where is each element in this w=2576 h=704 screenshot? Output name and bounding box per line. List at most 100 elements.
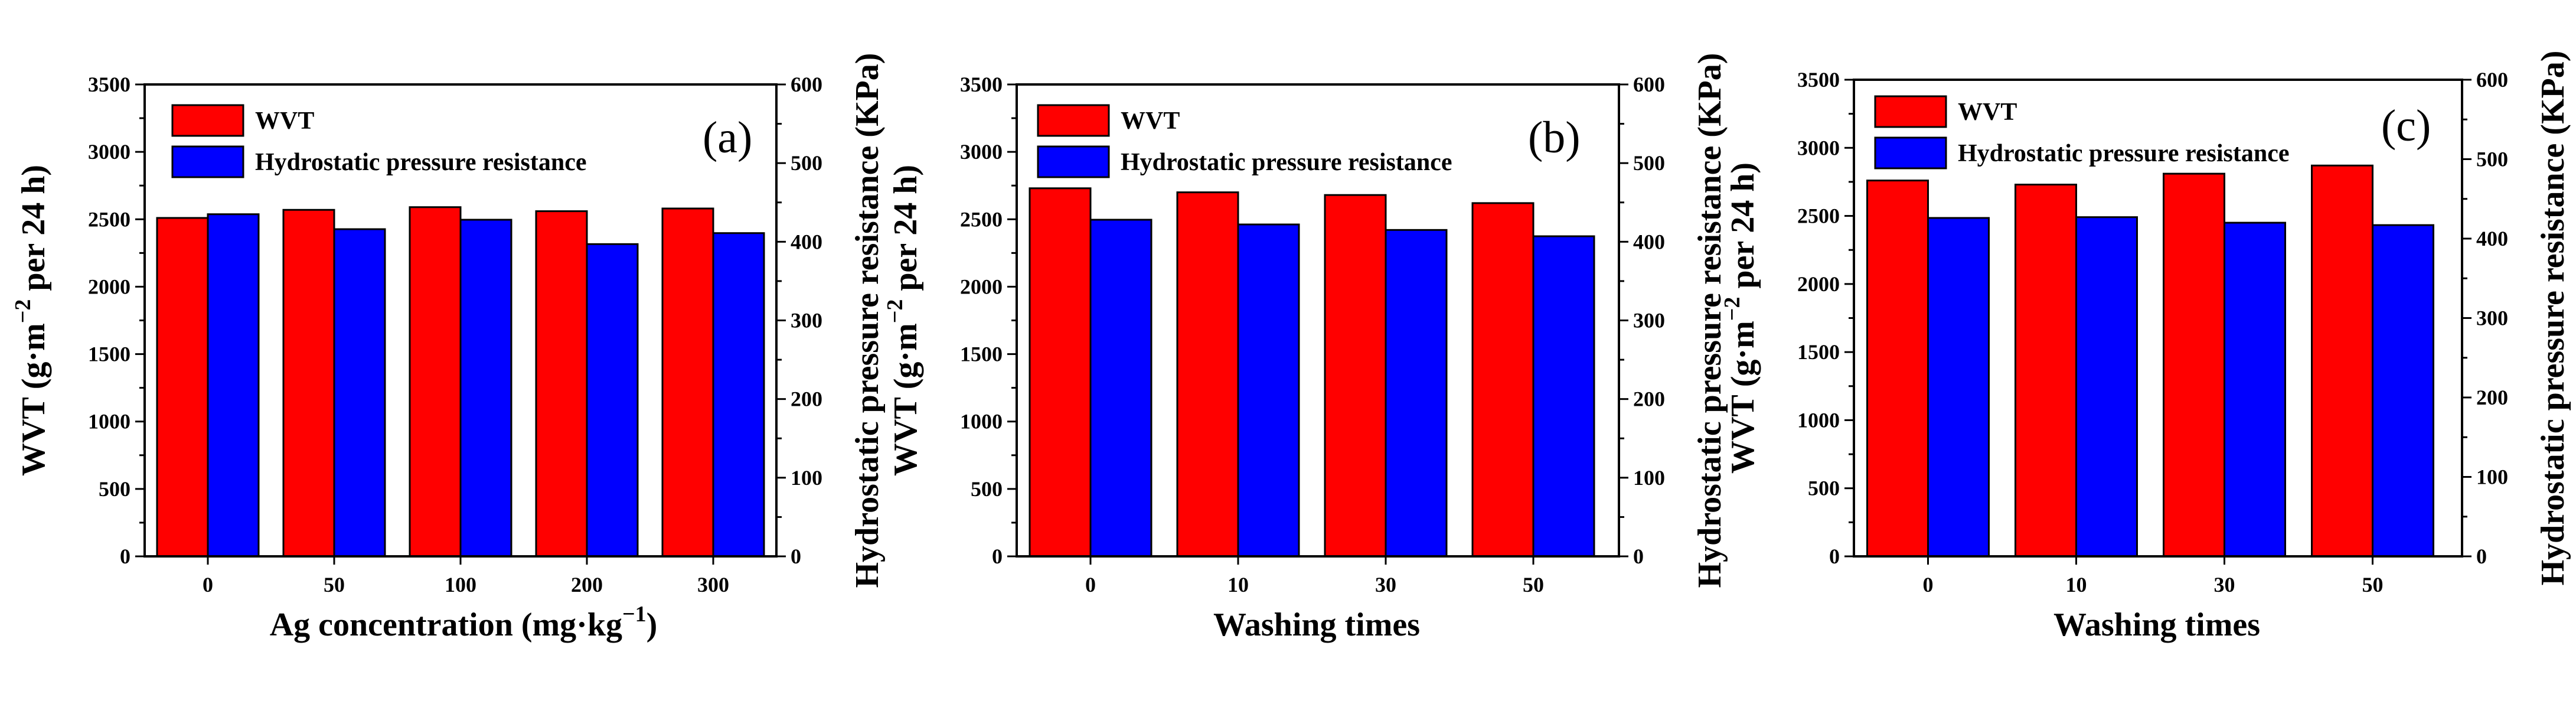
wvt-bar-30 — [1324, 194, 1387, 558]
legend-label-wvt: WVT — [255, 107, 314, 135]
y-right-tick-label: 500 — [791, 151, 822, 175]
y-left-tick-label: 500 — [99, 477, 130, 501]
y-right-axis-title: Hydrostatic pressure resistance (KPa) — [2535, 51, 2571, 586]
pressure-bar-300 — [712, 232, 765, 558]
x-tick-label: 50 — [1523, 573, 1544, 597]
y-left-tick-label: 2500 — [960, 207, 1003, 231]
wvt-bar-0 — [156, 217, 209, 558]
y-right-tick-label: 600 — [791, 73, 822, 96]
y-left-tick-label: 2500 — [88, 207, 130, 231]
wvt-bar-50 — [282, 208, 335, 558]
chart-panel-a: 0 50 100 200 3000500100015002000250030003500… — [11, 53, 886, 643]
y-left-tick-label: 3000 — [88, 140, 130, 164]
y-right-tick-label: 500 — [2476, 148, 2508, 171]
pressure-bar-50 — [1532, 235, 1595, 558]
legend-label-pressure: Hydrostatic pressure resistance — [255, 149, 587, 176]
y-right-tick-label: 600 — [2476, 68, 2508, 92]
x-tick-label: 30 — [2214, 573, 2235, 597]
y-right-tick-label: 0 — [2476, 545, 2487, 568]
y-left-tick-label: 0 — [992, 545, 1003, 568]
pressure-bar-0 — [207, 213, 260, 558]
x-tick-label: 200 — [571, 573, 603, 597]
y-right-tick-label: 400 — [1633, 230, 1665, 253]
x-tick-label: 100 — [445, 573, 476, 597]
y-left-tick-label: 3500 — [960, 73, 1003, 96]
x-tick-label: 50 — [2362, 573, 2384, 597]
pressure-bar-0 — [1089, 219, 1152, 558]
panel-label: (a) — [703, 113, 752, 162]
y-left-tick-label: 500 — [1808, 477, 1840, 500]
y-left-tick-label: 1000 — [88, 410, 130, 434]
x-tick-label: 10 — [1227, 573, 1249, 597]
pressure-bar-100 — [459, 219, 512, 558]
x-axis-title: Washing times — [1213, 607, 1420, 643]
y-left-axis-title: WVT (g·m−2 per 24 h) — [883, 165, 924, 476]
legend-swatch-pressure — [171, 145, 244, 178]
y-right-tick-label: 300 — [791, 309, 822, 333]
pressure-bar-50 — [333, 228, 386, 558]
x-tick-label: 30 — [1375, 573, 1396, 597]
x-tick-label: 50 — [324, 573, 345, 597]
y-right-tick-label: 200 — [791, 387, 822, 411]
y-left-tick-label: 1500 — [88, 343, 130, 366]
chart-panel-c: 0 10 30 50050010001500200025003000350001002… — [1720, 51, 2571, 643]
wvt-bar-10 — [2015, 184, 2077, 558]
legend-label-wvt: WVT — [1958, 99, 2017, 126]
y-left-tick-label: 2500 — [1797, 204, 1840, 228]
y-left-tick-label: 1500 — [1797, 340, 1840, 364]
chart-panel-b: 0 10 30 50050010001500200025003000350001002… — [883, 53, 1728, 643]
wvt-bar-50 — [1471, 202, 1535, 558]
wvt-bar-10 — [1176, 191, 1239, 558]
x-axis-title: Washing times — [2053, 607, 2260, 643]
y-right-tick-label: 0 — [1633, 545, 1644, 568]
wvt-bar-30 — [2163, 172, 2225, 558]
y-left-tick-label: 1500 — [960, 343, 1003, 366]
legend-swatch-wvt — [171, 104, 244, 137]
pressure-bar-10 — [2075, 216, 2138, 558]
wvt-bar-200 — [535, 210, 588, 558]
y-right-tick-label: 300 — [1633, 309, 1665, 333]
y-right-tick-label: 300 — [2476, 307, 2508, 330]
x-tick-label: 300 — [697, 573, 729, 597]
panel-label: (b) — [1528, 113, 1581, 162]
y-right-tick-label: 100 — [2476, 465, 2508, 489]
y-right-tick-label: 100 — [1633, 466, 1665, 490]
y-right-tick-label: 200 — [1633, 387, 1665, 411]
y-right-tick-label: 400 — [2476, 227, 2508, 250]
legend-label-wvt: WVT — [1121, 107, 1180, 135]
wvt-bar-0 — [1866, 180, 1929, 558]
panel-label: (c) — [2381, 101, 2431, 151]
y-left-tick-label: 3500 — [1797, 68, 1840, 92]
wvt-bar-0 — [1029, 187, 1092, 558]
y-left-tick-label: 500 — [971, 477, 1003, 501]
y-right-tick-label: 500 — [1633, 151, 1665, 175]
y-left-tick-label: 1000 — [960, 410, 1003, 434]
x-tick-label: 0 — [1923, 573, 1934, 597]
pressure-bar-50 — [2372, 224, 2434, 558]
legend-label-pressure: Hydrostatic pressure resistance — [1121, 149, 1452, 176]
pressure-bar-30 — [1385, 229, 1448, 558]
legend-swatch-pressure — [1037, 145, 1110, 178]
pressure-bar-200 — [586, 243, 639, 558]
legend-swatch-pressure — [1874, 136, 1947, 170]
y-right-axis-title: Hydrostatic pressure resistance (KPa) — [849, 53, 886, 588]
y-left-tick-label: 0 — [1829, 545, 1840, 568]
y-left-tick-label: 3000 — [1797, 136, 1840, 159]
x-axis-title: Ag concentration (mg·kg−1) — [270, 602, 658, 643]
wvt-bar-300 — [661, 207, 714, 558]
y-right-tick-label: 0 — [791, 545, 801, 568]
y-right-axis-title: Hydrostatic pressure resistance (KPa) — [1692, 53, 1728, 588]
pressure-bar-0 — [1927, 217, 1990, 558]
y-left-tick-label: 0 — [120, 545, 130, 568]
y-left-tick-label: 3000 — [960, 140, 1003, 164]
pressure-bar-30 — [2224, 221, 2286, 558]
wvt-bar-100 — [409, 206, 462, 558]
y-right-tick-label: 200 — [2476, 386, 2508, 409]
y-left-axis-title: WVT (g·m−2 per 24 h) — [1720, 162, 1761, 474]
x-tick-label: 0 — [203, 573, 213, 597]
legend-swatch-wvt — [1037, 104, 1110, 137]
legend-swatch-wvt — [1874, 95, 1947, 128]
x-tick-label: 10 — [2066, 573, 2087, 597]
legend-label-pressure: Hydrostatic pressure resistance — [1958, 140, 2290, 167]
